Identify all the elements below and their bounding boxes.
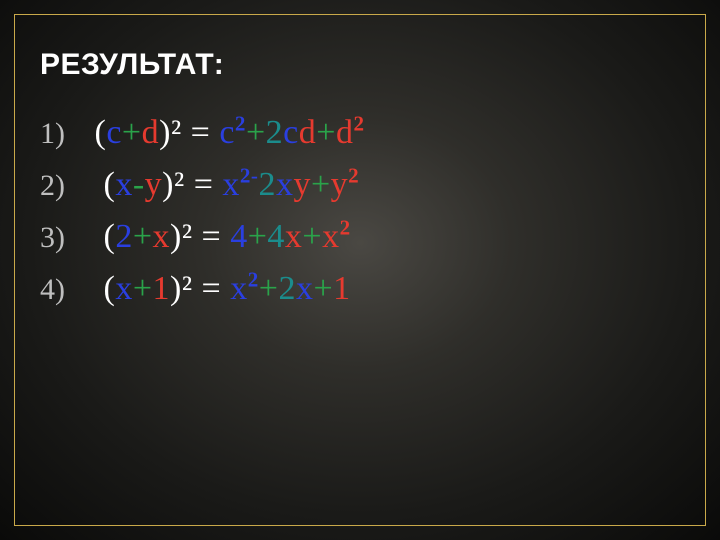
rhs-b: 1	[333, 270, 351, 307]
row-number: 2)	[40, 171, 86, 201]
equals: =	[182, 114, 220, 151]
paren-close: )	[170, 270, 182, 307]
rhs-plus2: +	[302, 218, 322, 255]
rhs-a2: x	[296, 270, 314, 307]
rhs-b: y	[331, 166, 349, 203]
paren-open: (	[104, 166, 116, 203]
paren-open: (	[104, 218, 116, 255]
rhs-plus1: +	[246, 114, 266, 151]
term-a: x	[115, 166, 133, 203]
equals: =	[185, 166, 223, 203]
row-number: 4)	[40, 275, 86, 305]
rhs-b-sup: 2	[353, 112, 364, 136]
rhs-a-sup: 2-	[240, 164, 259, 188]
rhs-a: c	[219, 114, 235, 151]
rhs-b: d	[336, 114, 354, 151]
equation-row: 4) (x+1)² = x2+2x+1	[40, 272, 690, 306]
rhs-b: x	[322, 218, 340, 255]
rhs-plus1: +	[259, 270, 279, 307]
square: ²	[174, 166, 185, 203]
square: ²	[182, 218, 193, 255]
equation-row: 1) (c+d)² = c2+2cd+d2	[40, 116, 690, 150]
rhs-two: 2	[266, 114, 284, 151]
rhs-b2: x	[285, 218, 303, 255]
rhs-plus2: +	[316, 114, 336, 151]
paren-close: )	[162, 166, 174, 203]
rhs-plus2: +	[313, 270, 333, 307]
term-b: x	[153, 218, 171, 255]
rhs-b2: d	[299, 114, 317, 151]
term-a: x	[115, 270, 133, 307]
paren-open: (	[104, 270, 116, 307]
row-number: 3)	[40, 223, 86, 253]
term-a: c	[106, 114, 122, 151]
term-b: y	[145, 166, 163, 203]
rhs-a: x	[222, 166, 240, 203]
paren-open: (	[95, 114, 107, 151]
op: +	[133, 270, 153, 307]
rhs-two: 2	[278, 270, 296, 307]
rhs-a-sup: 2	[235, 112, 246, 136]
equation-row: 2) (x-y)² = x2-2xy+y2	[40, 168, 690, 202]
rhs-a: x	[230, 270, 248, 307]
equation-row: 3) (2+x)² = 4+4x+x2	[40, 220, 690, 254]
rhs-two: 4	[267, 218, 285, 255]
op: -	[133, 166, 145, 203]
rhs-a2: x	[276, 166, 294, 203]
paren-close: )	[159, 114, 171, 151]
equals: =	[193, 218, 231, 255]
rhs-b-sup: 2	[348, 164, 359, 188]
row-number: 1)	[40, 119, 86, 149]
paren-close: )	[170, 218, 182, 255]
rhs-b-sup: 2	[340, 216, 351, 240]
title: РЕЗУЛЬТАТ:	[40, 48, 690, 82]
rhs-plus2: +	[311, 166, 331, 203]
term-b: 1	[153, 270, 171, 307]
op: +	[133, 218, 153, 255]
term-a: 2	[115, 218, 133, 255]
square: ²	[182, 270, 193, 307]
equals: =	[193, 270, 231, 307]
slide-content: РЕЗУЛЬТАТ: 1) (c+d)² = c2+2cd+d2 2) (x-y…	[40, 48, 690, 324]
square: ²	[171, 114, 182, 151]
term-b: d	[142, 114, 160, 151]
rhs-a-sup: 2	[248, 268, 259, 292]
rhs-two: 2	[258, 166, 276, 203]
op: +	[122, 114, 142, 151]
rhs-a: 4	[230, 218, 248, 255]
rhs-plus1: +	[248, 218, 268, 255]
rhs-a2: c	[283, 114, 299, 151]
rhs-b2: y	[293, 166, 311, 203]
